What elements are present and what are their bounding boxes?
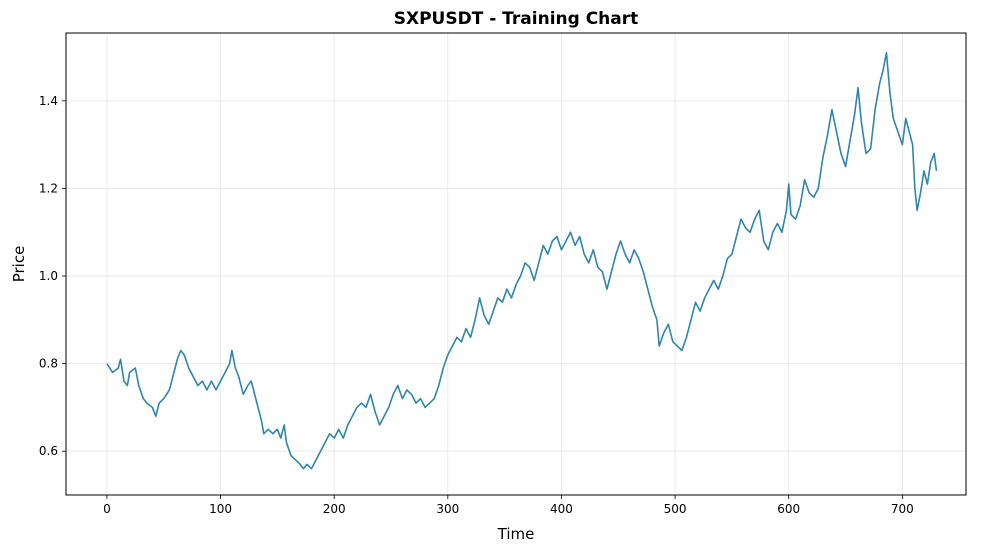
y-tick-label: 1.0 xyxy=(39,269,58,283)
grid xyxy=(66,33,966,495)
y-tick-label: 1.4 xyxy=(39,94,58,108)
x-tick-label: 300 xyxy=(436,502,459,516)
x-axis-label: Time xyxy=(497,525,535,543)
plot-frame xyxy=(65,32,967,496)
y-axis-label: Price xyxy=(10,246,28,283)
y-tick-label: 0.6 xyxy=(39,444,58,458)
x-tick-label: 200 xyxy=(323,502,346,516)
axis-ticks: 0 100 200 300 400 500 600 700 0.6 0.8 1.0 1.2 1.4 xyxy=(39,94,914,516)
x-tick-label: 0 xyxy=(103,502,111,516)
y-tick-label: 1.2 xyxy=(39,181,58,195)
price-series-line xyxy=(106,51,938,470)
x-tick-label: 400 xyxy=(550,502,573,516)
chart-title: SXPUSDT - Training Chart xyxy=(394,9,639,29)
x-tick-label: 100 xyxy=(209,502,232,516)
series-layer xyxy=(106,51,938,470)
x-tick-label: 500 xyxy=(664,502,687,516)
y-tick-label: 0.8 xyxy=(39,357,58,371)
x-tick-label: 600 xyxy=(777,502,800,516)
x-tick-label: 700 xyxy=(891,502,914,516)
